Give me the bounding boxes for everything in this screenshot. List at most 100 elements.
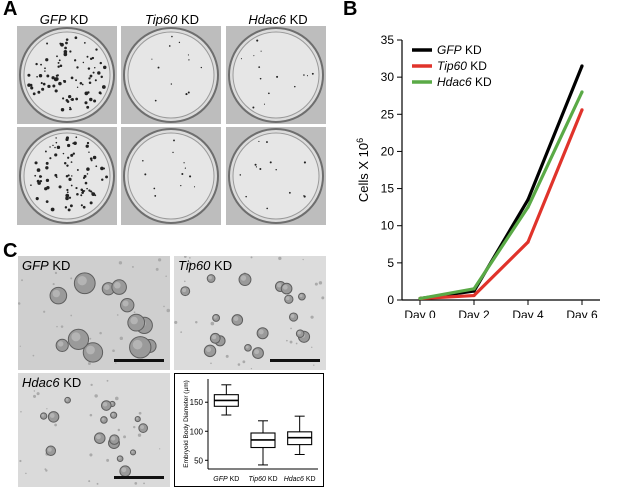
scale-bar	[114, 476, 164, 479]
debris	[96, 482, 99, 485]
colony	[81, 83, 84, 86]
colony	[63, 162, 67, 165]
colony	[70, 153, 74, 157]
y-tick-label: 150	[190, 398, 204, 407]
colony	[66, 164, 69, 167]
data-point	[526, 198, 530, 202]
debris	[131, 265, 134, 268]
colony	[38, 73, 43, 78]
colony	[154, 99, 157, 102]
debris	[250, 368, 253, 370]
colony	[86, 105, 90, 109]
debris	[36, 392, 40, 396]
x-tick-gene: Tip60	[248, 476, 266, 483]
colony	[42, 82, 46, 86]
colony	[63, 49, 68, 54]
embryoid-highlight	[258, 329, 264, 335]
debris	[313, 364, 315, 366]
colony	[57, 65, 60, 68]
embryoid-highlight	[208, 275, 212, 280]
y-tick-label: 35	[381, 33, 395, 47]
colony	[74, 36, 78, 40]
colony	[266, 141, 268, 143]
colony	[276, 75, 279, 78]
colony	[60, 108, 65, 112]
colony	[63, 80, 65, 82]
colony	[37, 90, 41, 94]
embryoid-highlight	[276, 282, 282, 288]
colony	[70, 98, 72, 101]
boxplot-frame	[174, 373, 324, 487]
colony	[93, 99, 97, 103]
colony	[239, 174, 242, 176]
data-point	[580, 108, 584, 112]
colony	[66, 188, 69, 192]
plate-column-label-gfp: GFP KD	[39, 12, 89, 27]
debris	[174, 320, 178, 325]
colony	[240, 58, 242, 60]
embryoid-highlight	[245, 345, 249, 349]
colony	[306, 75, 309, 77]
debris	[133, 425, 136, 429]
colony	[168, 45, 171, 47]
embryoid-highlight	[65, 398, 69, 401]
colony	[258, 66, 261, 69]
colony	[275, 169, 277, 171]
colony	[39, 175, 42, 178]
colony	[32, 92, 36, 96]
colony	[68, 177, 72, 181]
colony	[45, 166, 49, 170]
colony	[27, 83, 31, 87]
colony	[184, 167, 186, 169]
embryoid-highlight	[111, 436, 116, 441]
x-tick-gene: GFP	[213, 476, 228, 483]
x-tick-suffix: KD	[228, 476, 240, 483]
debris	[70, 314, 73, 317]
colony	[303, 195, 306, 198]
debris	[89, 413, 93, 417]
colony	[105, 175, 109, 179]
colony	[60, 42, 64, 47]
colony	[79, 81, 83, 85]
colony	[86, 167, 90, 171]
debris	[155, 267, 159, 271]
debris	[290, 327, 292, 330]
debris	[19, 459, 22, 463]
debris	[70, 277, 73, 280]
colony	[30, 184, 32, 186]
colony	[178, 41, 181, 44]
colony	[41, 87, 45, 91]
micrograph-hdac6: Hdac6 KD	[18, 373, 170, 487]
colony	[54, 146, 56, 149]
x-tick-suffix: KD	[266, 476, 278, 483]
x-tick-label: Day 0	[404, 308, 436, 318]
colony	[49, 157, 52, 160]
debris	[188, 261, 192, 265]
y-tick-label: 50	[194, 456, 203, 465]
debris	[46, 408, 48, 410]
colony	[75, 136, 78, 139]
colony	[252, 106, 255, 109]
colony	[76, 66, 79, 69]
y-axis-label: Embryoid Body Diameter (µm)	[183, 380, 190, 468]
colony	[88, 77, 91, 80]
colony	[58, 81, 62, 86]
debris	[118, 261, 123, 265]
colony	[188, 59, 190, 61]
colony	[66, 191, 69, 194]
y-tick-label: 15	[381, 182, 395, 196]
colony	[142, 159, 144, 162]
colony	[44, 70, 46, 72]
growth-curve-chart: 0 5 10 15 20 25 30 35 Day 0 Day 2 Day 4 Day 6 Cells …	[355, 33, 600, 318]
colony	[89, 97, 93, 102]
colony	[50, 207, 55, 212]
colony	[63, 52, 68, 57]
debris	[314, 282, 318, 286]
micrograph-gfp: GFP KD	[18, 256, 170, 370]
colony	[269, 161, 272, 164]
colony	[44, 187, 48, 191]
embryoid-highlight	[132, 339, 143, 350]
colony	[85, 144, 89, 148]
embryoid-bodies-gfp-image	[18, 256, 170, 370]
colony	[91, 192, 96, 196]
